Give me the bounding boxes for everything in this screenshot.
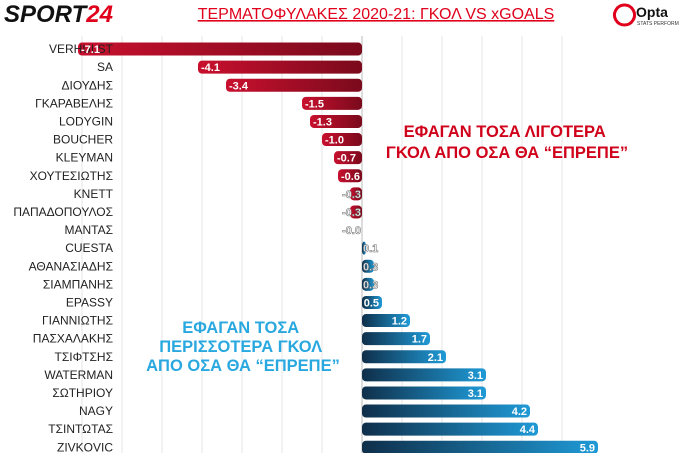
category-label-9: ΠΑΠΑΔΟΠΟΥΛΟΣ: [13, 205, 113, 219]
bars: [78, 42, 598, 453]
data-label-2: -3.4: [229, 80, 249, 92]
category-label-12: ΑΘΑΝΑΣΙΑΔΗΣ: [29, 259, 113, 273]
category-label-11: CUESTA: [65, 241, 113, 255]
category-labels: VERHULST SA ΔΙΟΥΔΗΣ ΓΚΑΡΑΒΕΛΗΣ LODYGIN BOUCHE…: [13, 42, 113, 453]
category-label-22: ZIVKOVIC: [57, 440, 113, 453]
positive-annotation-line-3: ΑΠΟ ΟΣΑ ΘΑ “ΕΠΡΕΠΕ”: [146, 357, 340, 375]
positive-annotation: ΕΦΑΓΑΝ ΤΟΣΑ ΠΕΡΙΣΣΟΤΕΡΑ ΓΚΟΛ ΑΠΟ ΟΣΑ ΘΑ …: [146, 319, 340, 375]
data-label-1: -4.1: [201, 62, 220, 74]
data-label-11: 0.1: [363, 243, 378, 255]
bar-20: [362, 404, 530, 418]
category-label-18: WATERMAN: [44, 368, 113, 382]
data-label-3: -1.5: [305, 98, 324, 110]
data-label-19: 3.1: [468, 388, 483, 400]
category-label-17: ΤΣΙΦΤΣΗΣ: [55, 350, 114, 364]
bar-2: [226, 78, 362, 92]
bar-14: [362, 295, 382, 309]
category-label-15: ΓΙΑΝΝΙΩΤΗΣ: [42, 314, 113, 328]
bar-17: [362, 350, 446, 364]
data-label-22: 5.9: [580, 442, 595, 453]
data-label-4: -1.3: [313, 116, 332, 128]
bar-19: [362, 386, 486, 400]
category-label-5: BOUCHER: [53, 133, 113, 147]
bar-4: [310, 114, 362, 128]
sport24-logo[interactable]: SPORT24: [4, 1, 113, 28]
bar-7: [338, 169, 362, 183]
bar-13: [362, 277, 374, 291]
data-label-20: 4.2: [512, 406, 527, 418]
category-label-0: VERHULST: [49, 42, 114, 56]
category-label-2: ΔΙΟΥΔΗΣ: [61, 78, 113, 92]
data-label-21: 4.4: [520, 424, 536, 436]
bar-15: [362, 314, 410, 328]
category-label-14: EPASSY: [66, 295, 113, 309]
category-label-7: ΧΟΥΤΕΣΙΩΤΗΣ: [30, 169, 113, 183]
category-label-10: ΜΑΝΤΑΣ: [64, 223, 113, 237]
bar-11: [362, 241, 366, 255]
data-label-9: -0.3: [342, 207, 361, 219]
opta-logo: Opta STATS PERFORM: [613, 3, 679, 27]
data-label-18: 3.1: [468, 370, 483, 382]
category-label-21: ΤΣΙΝΤΩΤΑΣ: [48, 422, 113, 436]
data-label-6: -0.7: [337, 153, 356, 165]
category-label-6: KLEYMAN: [56, 151, 113, 165]
bar-0: [78, 42, 362, 56]
negative-annotation: ΕΦΑΓΑΝ ΤΟΣΑ ΛΙΓΟΤΕΡΑ ΓΚΟΛ ΑΠΟ ΟΣΑ ΘΑ “ΕΠ…: [386, 123, 628, 162]
bar-1: [198, 60, 362, 74]
chart-title: ΤΕΡΜΑΤΟΦΥΛΑΚΕΣ 2020-21: ΓΚΟΛ VS xGOALS: [198, 6, 555, 23]
category-label-13: ΣΙΑΜΠΑΝΗΣ: [43, 277, 113, 291]
bar-8: [350, 187, 362, 201]
data-label-14: 0.5: [364, 297, 379, 309]
category-label-20: NAGY: [79, 404, 113, 418]
category-label-16: ΠΑΣΧΑΛΑΚΗΣ: [33, 332, 113, 346]
data-label-17: 2.1: [428, 352, 443, 364]
category-label-4: LODYGIN: [59, 114, 113, 128]
category-label-19: ΣΩΤΗΡΙΟΥ: [52, 386, 113, 400]
bar-21: [362, 422, 538, 436]
data-label-8: -0.3: [342, 189, 361, 201]
category-label-1: SA: [97, 60, 113, 74]
bar-18: [362, 368, 486, 382]
bar-3: [302, 96, 362, 110]
opta-logo-text: Opta: [636, 4, 668, 20]
bar-12: [362, 259, 374, 273]
data-label-5: -1.0: [325, 135, 344, 147]
data-label-15: 1.2: [392, 316, 407, 328]
bar-22: [362, 440, 598, 453]
opta-logo-subtext: STATS PERFORM: [637, 21, 679, 27]
negative-annotation-line-1: ΕΦΑΓΑΝ ΤΟΣΑ ΛΙΓΟΤΕΡΑ: [404, 123, 606, 141]
bar-9: [350, 205, 362, 219]
category-label-3: ΓΚΑΡΑΒΕΛΗΣ: [35, 96, 113, 110]
sport24-logo-number: 24: [85, 1, 113, 28]
header: SPORT24 ΤΕΡΜΑΤΟΦΥΛΑΚΕΣ 2020-21: ΓΚΟΛ VS …: [4, 1, 679, 28]
data-labels: -7.1 -4.1 -3.4 -1.5 -1.3 -1.0 -0.7 -0.6 -0.3 -0.3…: [81, 44, 595, 453]
data-label-16: 1.7: [412, 334, 427, 346]
bar-16: [362, 332, 430, 346]
positive-annotation-line-1: ΕΦΑΓΑΝ ΤΟΣΑ: [182, 319, 299, 337]
data-label-10: -0.0: [342, 225, 361, 237]
data-label-0: -7.1: [81, 44, 100, 56]
sport24-logo-text: SPORT: [4, 1, 89, 28]
bar-5: [322, 133, 362, 147]
opta-mark-icon: [613, 3, 636, 27]
category-label-8: KNETT: [74, 187, 114, 201]
data-label-13: 0.3: [363, 279, 378, 291]
positive-annotation-line-2: ΠΕΡΙΣΣΟΤΕΡΑ ΓΚΟΛ: [159, 338, 322, 356]
data-label-7: -0.6: [341, 171, 360, 183]
negative-annotation-line-2: ΓΚΟΛ ΑΠΟ ΟΣΑ ΘΑ “ΕΠΡΕΠΕ”: [386, 144, 628, 162]
gridlines: [81, 36, 563, 453]
bar-6: [334, 151, 362, 165]
data-label-12: 0.3: [363, 261, 378, 273]
